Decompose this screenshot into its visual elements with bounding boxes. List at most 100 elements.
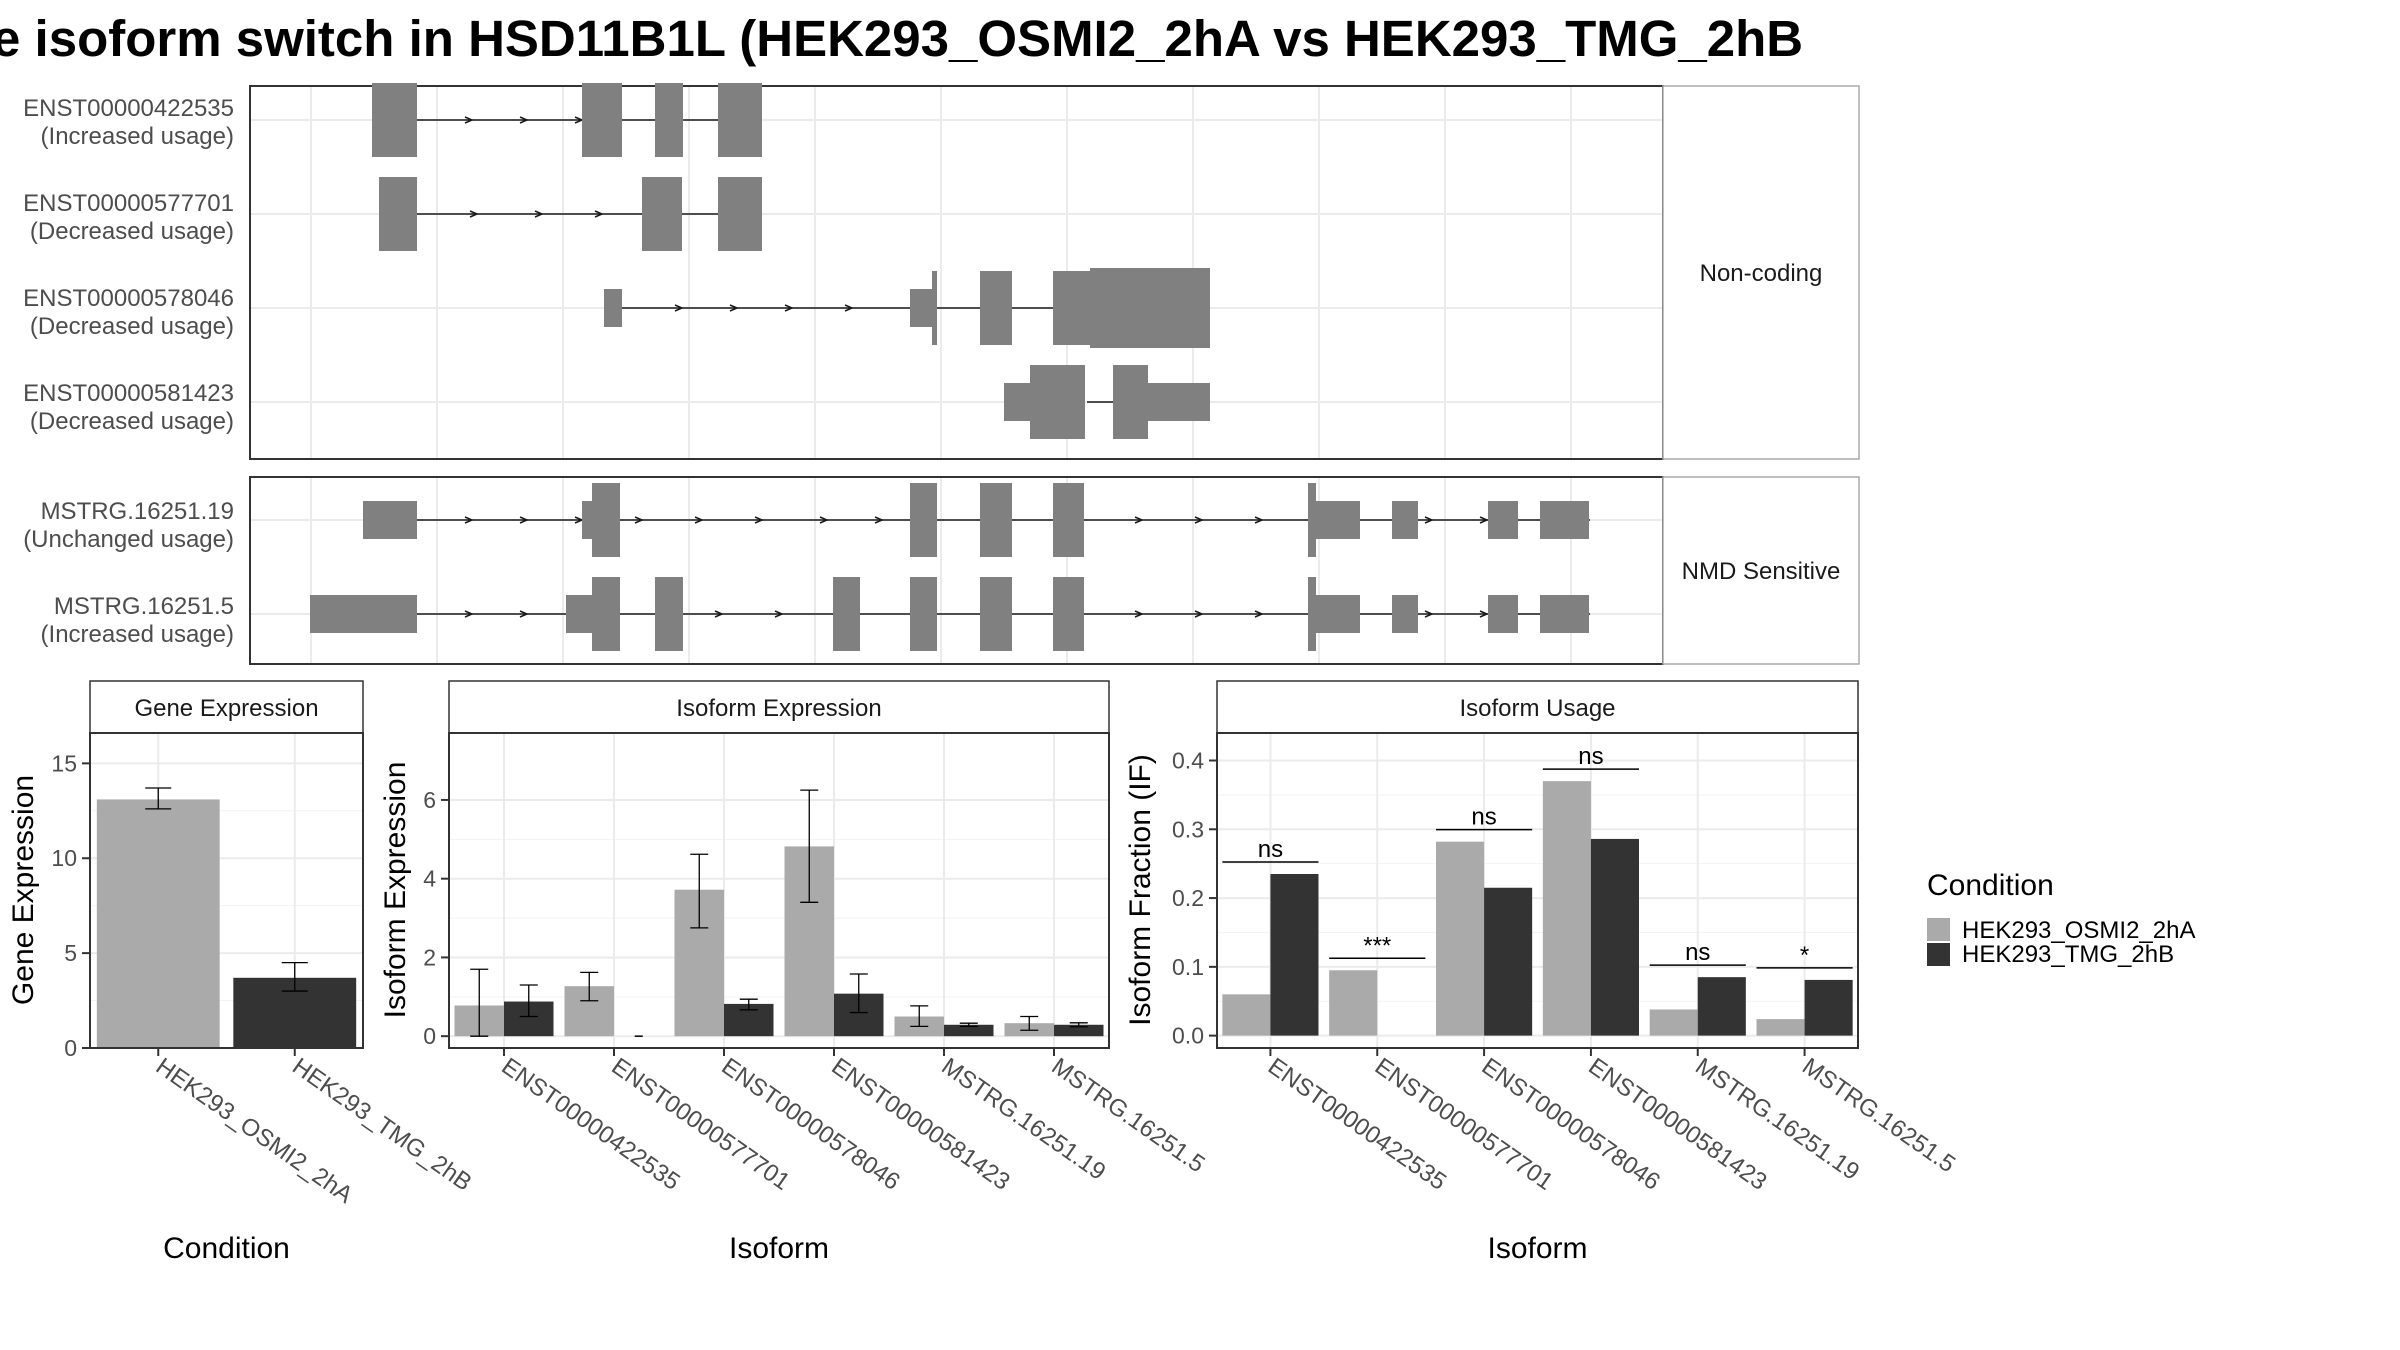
strand-arrow <box>1254 516 1264 524</box>
exon-utr <box>1148 383 1210 421</box>
strand-arrow <box>594 210 604 218</box>
bar-ENST00000581423-condition-b <box>1590 838 1639 1036</box>
isoform-id: ENST00000581423 <box>23 380 234 407</box>
isoform-expression-xlabel: Isoform <box>729 1232 829 1265</box>
exon-coding <box>592 483 620 557</box>
exon-coding <box>642 177 682 251</box>
exon-coding <box>718 83 762 157</box>
x-tick-label: ENST00000577701 <box>607 1053 795 1196</box>
legend-title: Condition <box>1927 869 2054 902</box>
exon-coding <box>910 577 937 651</box>
strand-arrow <box>634 516 644 524</box>
legend-entry-condition-b: HEK293_TMG_2hB <box>1962 941 2174 968</box>
isoform-label-ENST00000577701: ENST00000577701 (Decreased usage) <box>23 190 234 245</box>
structure-panel-noncoding: Non-coding ENST00000422535 (Increased us… <box>23 83 1860 460</box>
strand-arrow <box>1194 610 1204 618</box>
y-tick-label: 4 <box>423 866 436 892</box>
isoform-usage: (Decreased usage) <box>30 408 234 435</box>
strand-arrow <box>519 516 529 524</box>
x-tick-label: ENST00000422535 <box>497 1053 685 1196</box>
structure-strip-1 <box>1662 85 1860 460</box>
strand-arrow <box>534 210 544 218</box>
strand-arrow <box>729 304 739 312</box>
strand-arrow <box>714 610 724 618</box>
strand-arrow <box>1479 610 1489 618</box>
isoform-usage: (Decreased usage) <box>30 218 234 245</box>
exon-coding <box>910 483 937 557</box>
significance-label: ns <box>1578 743 1603 770</box>
bar-MSTRG.16251.19-condition-a <box>1649 1009 1698 1036</box>
y-tick-label: 0.1 <box>1172 954 1204 980</box>
significance-label: * <box>1800 942 1809 969</box>
isoform-label-MSTRG.16251.5: MSTRG.16251.5 (Increased usage) <box>41 593 234 648</box>
bar-ENST00000422535-condition-a <box>1222 994 1271 1036</box>
isoform-label-ENST00000422535: ENST00000422535 (Increased usage) <box>23 95 234 150</box>
y-tick-label: 5 <box>64 940 77 966</box>
isoform-usage-strip-label: Isoform Usage <box>1459 695 1615 722</box>
isoform-id: MSTRG.16251.5 <box>54 593 234 620</box>
y-tick-label: 6 <box>423 787 436 813</box>
structure-panel-1-exons <box>372 83 1210 439</box>
exon-utr <box>363 501 417 539</box>
y-tick-label: 2 <box>423 944 436 970</box>
bar-ENST00000581423-condition-a <box>1542 781 1591 1036</box>
bar-ENST00000422535-condition-b <box>1270 873 1319 1036</box>
isoform-id: ENST00000578046 <box>23 285 234 312</box>
y-tick-label: 15 <box>51 750 77 776</box>
exon-utr <box>1488 501 1518 539</box>
isoform-usage: (Increased usage) <box>41 123 234 150</box>
strand-arrow <box>1254 610 1264 618</box>
exon-coding <box>655 83 683 157</box>
strand-arrow <box>464 116 474 124</box>
exon-utr <box>1540 501 1589 539</box>
bar-MSTRG.16251.19-condition-b <box>1697 977 1746 1036</box>
isoform-expression-plot-bg <box>449 733 1109 1048</box>
gene-expression-xlabel: Condition <box>163 1232 290 1265</box>
exon-utr <box>1540 595 1589 633</box>
exon-utr <box>582 501 592 539</box>
exon-coding <box>655 577 683 651</box>
strand-arrow <box>784 304 794 312</box>
y-tick-label: 0.3 <box>1172 816 1204 842</box>
strand-arrow <box>754 516 764 524</box>
exon-coding <box>379 177 417 251</box>
structure-panel-nmd-sensitive: NMD Sensitive MSTRG.16251.19 (Unchanged … <box>23 476 1860 665</box>
exon-coding <box>592 577 620 651</box>
bar-MSTRG.16251.5-condition-b <box>1054 1024 1104 1037</box>
exon-utr <box>604 289 622 327</box>
exon-coding <box>372 83 417 157</box>
isoform-expression-panel: Isoform Expression 0246ENST00000422535EN… <box>379 680 1210 1265</box>
exon-coding <box>980 577 1012 651</box>
isoform-usage-strip <box>1216 680 1859 734</box>
x-tick-label: ENST00000581423 <box>1583 1053 1771 1196</box>
exon-utr <box>1392 595 1418 633</box>
exon-coding <box>1308 483 1316 557</box>
isoform-label-ENST00000581423: ENST00000581423 (Decreased usage) <box>23 380 234 435</box>
exon-utr <box>910 289 936 327</box>
structure-panel-2-border <box>249 476 1664 665</box>
exon-coding <box>833 577 860 651</box>
exon-coding <box>1053 483 1084 557</box>
isoform-usage-panel: Isoform Usage ns *** ns ns ns * 0.0 0.1 0.2 0.3 0… <box>1124 680 1960 1265</box>
exon-utr <box>1392 501 1418 539</box>
strand-arrow <box>519 116 529 124</box>
exon-coding <box>582 83 622 157</box>
significance-label: ns <box>1258 836 1283 863</box>
strand-arrow <box>1134 516 1144 524</box>
exon-utr <box>566 595 592 633</box>
bar-MSTRG.16251.5-condition-a <box>1756 1019 1805 1036</box>
gene-expression-plot-border <box>89 732 364 1049</box>
isoform-usage-plot-bg <box>1217 733 1858 1048</box>
x-tick-label: ENST00000581423 <box>827 1053 1015 1196</box>
gene-expression-bars <box>96 787 357 1048</box>
bar-MSTRG.16251.19-condition-b <box>944 1024 994 1037</box>
strand-arrow <box>874 516 884 524</box>
strand-arrow <box>694 516 704 524</box>
isoform-label-MSTRG.16251.19: MSTRG.16251.19 (Unchanged usage) <box>23 498 234 553</box>
legend-swatch-condition-b <box>1927 943 1950 966</box>
x-tick-label: ENST00000578046 <box>1477 1053 1665 1196</box>
exon-coding <box>1053 577 1084 651</box>
strand-arrow <box>469 210 479 218</box>
legend: Condition HEK293_OSMI2_2hA HEK293_TMG_2h… <box>1927 869 2195 968</box>
